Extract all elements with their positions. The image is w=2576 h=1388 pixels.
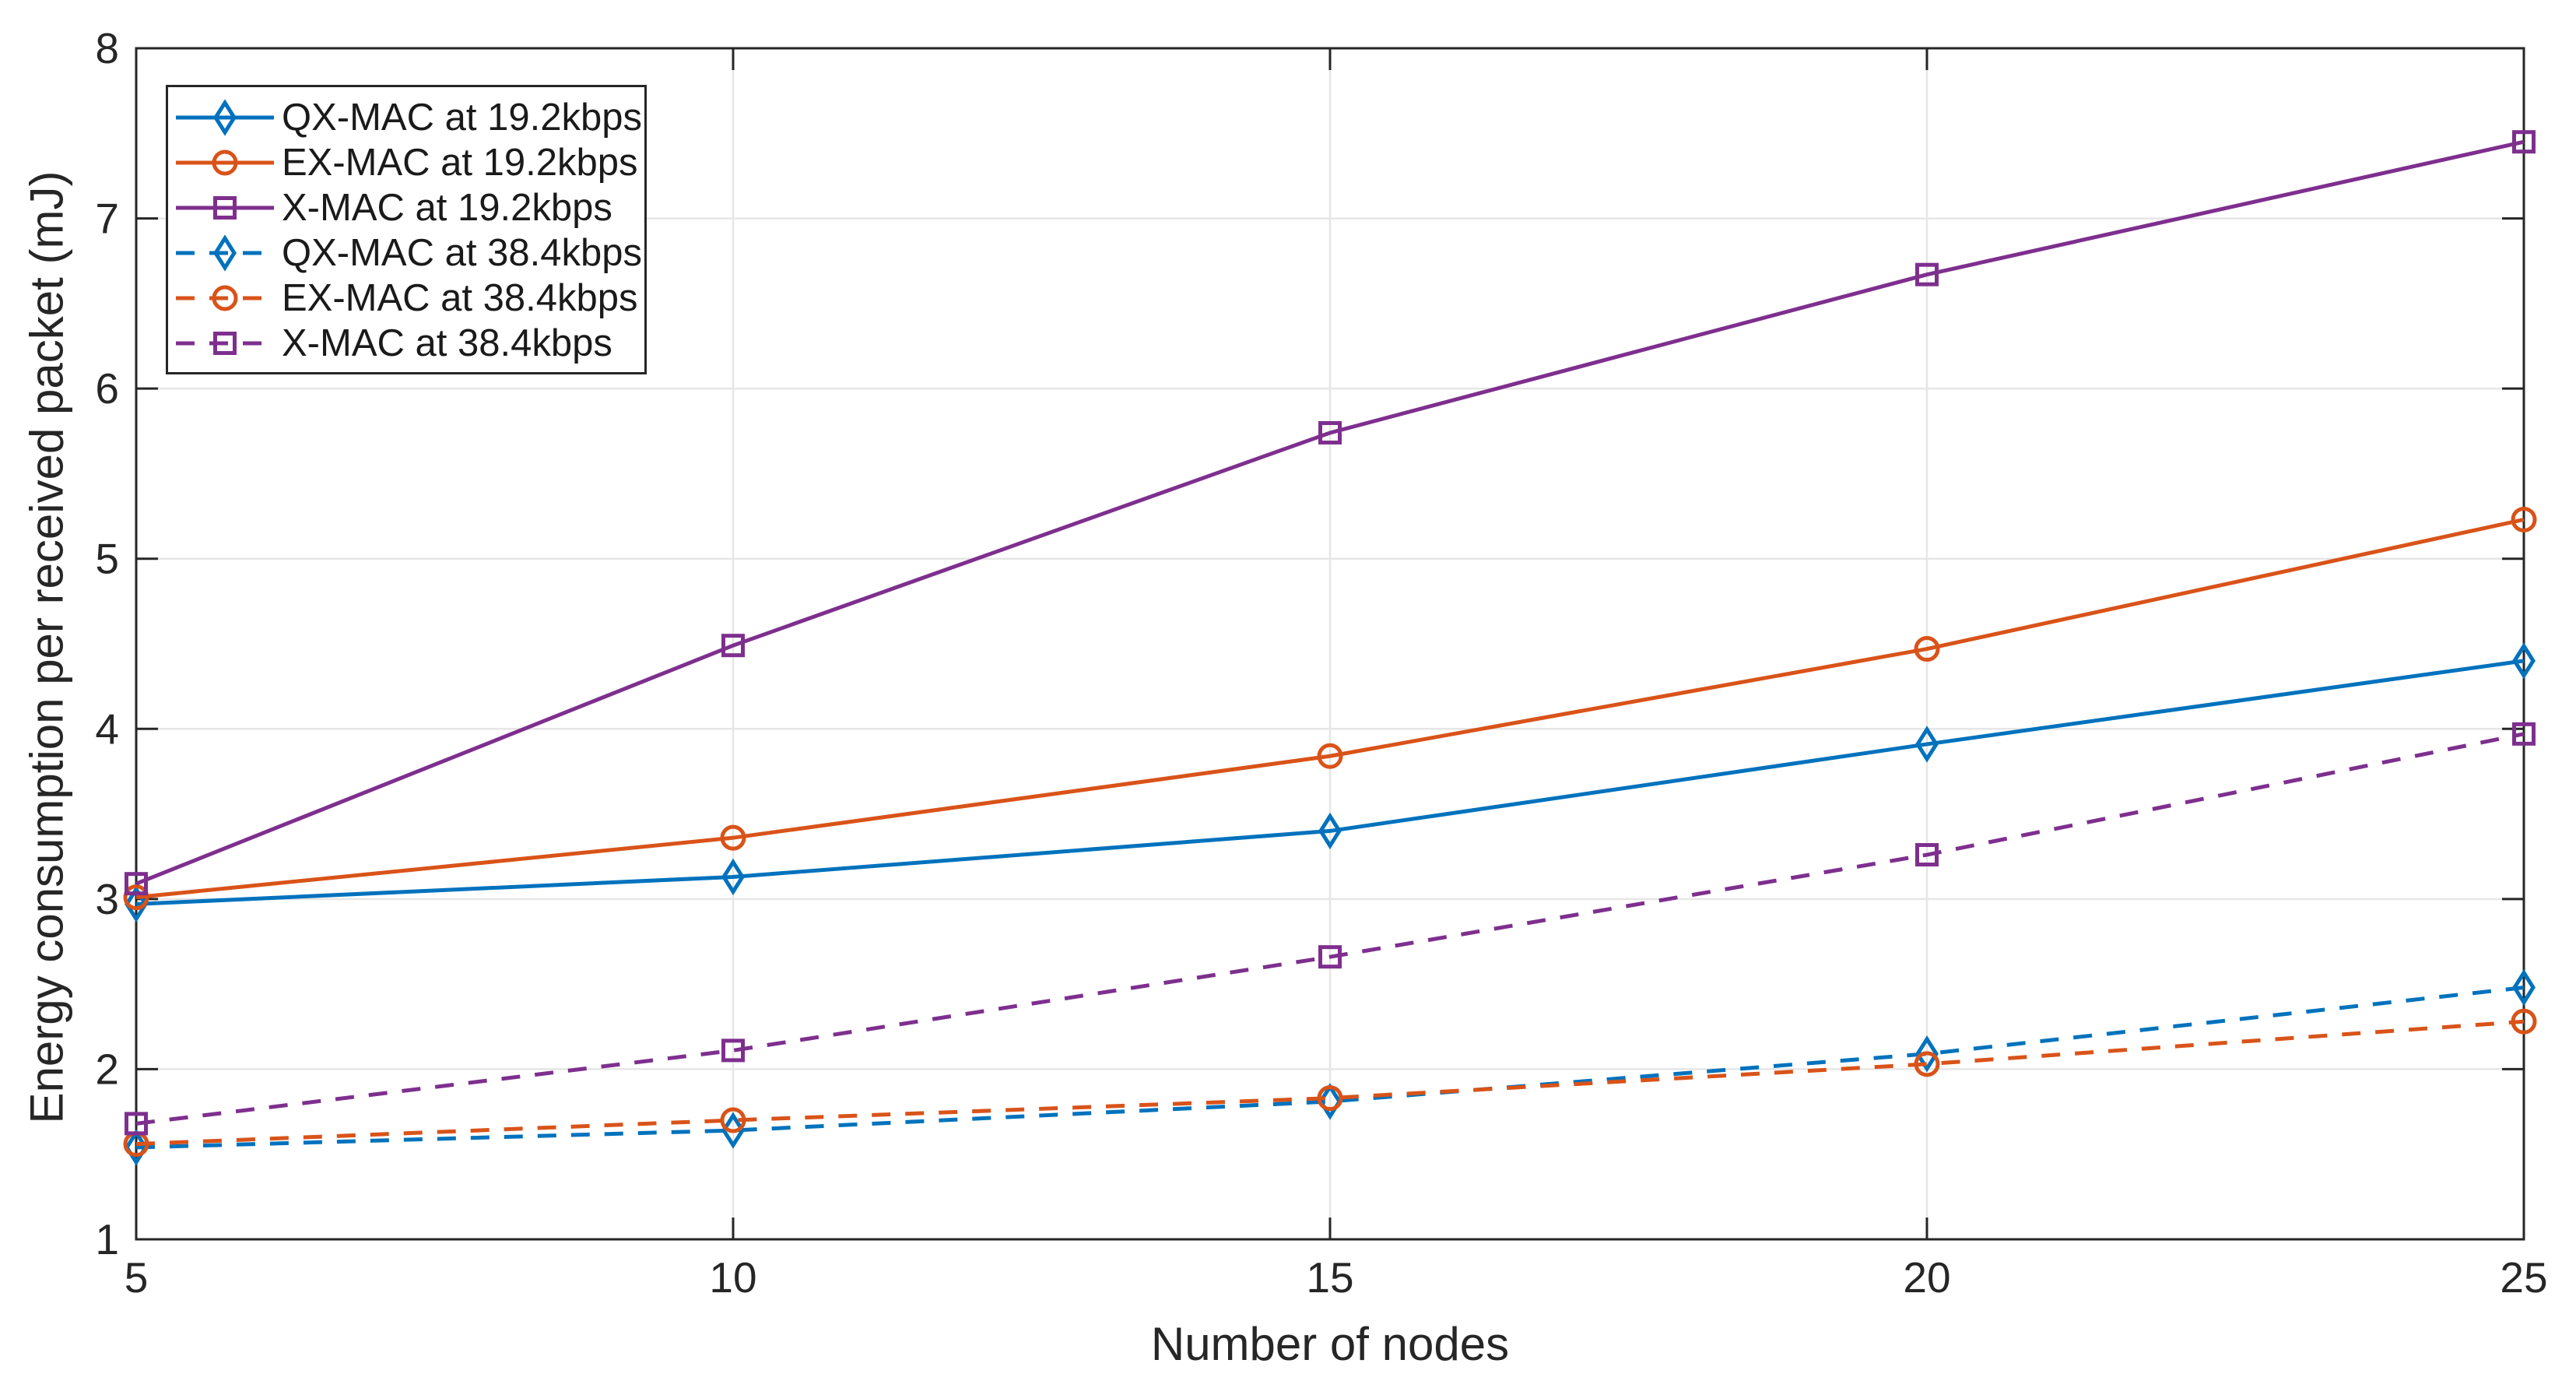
legend-item: EX-MAC at 38.4kbps <box>174 276 644 321</box>
circle-marker-icon <box>720 1107 746 1133</box>
diamond-marker-icon <box>1318 812 1342 850</box>
series-qx-mac-at-19.2kbps <box>125 642 2536 923</box>
y-tick-label: 4 <box>95 705 119 753</box>
legend-item-label: EX-MAC at 38.4kbps <box>282 277 638 319</box>
square-marker-icon <box>2512 722 2536 746</box>
circle-marker-icon <box>1914 1051 1940 1077</box>
square-marker-icon <box>721 634 745 658</box>
y-tick-label: 8 <box>95 24 119 72</box>
x-tick-label: 25 <box>2500 1253 2547 1302</box>
diamond-marker-icon <box>125 885 148 923</box>
legend-swatch <box>176 149 274 176</box>
square-marker-icon <box>1318 945 1342 969</box>
legend-item-label: X-MAC at 38.4kbps <box>282 322 612 364</box>
series-ex-mac-at-19.2kbps <box>123 506 2537 911</box>
diamond-marker-icon <box>721 1112 745 1149</box>
x-tick-label: 10 <box>709 1253 756 1302</box>
square-marker-icon <box>1915 843 1939 867</box>
diamond-marker-icon <box>213 234 237 272</box>
y-tick-label: 2 <box>95 1045 119 1093</box>
circle-marker-icon <box>123 884 149 911</box>
diamond-marker-icon <box>2512 968 2536 1007</box>
x-tick-label: 5 <box>125 1253 149 1302</box>
diamond-marker-icon <box>1915 1035 1939 1073</box>
legend-item: QX-MAC at 38.4kbps <box>174 230 644 276</box>
series-line <box>135 139 2525 886</box>
square-marker-icon <box>125 1112 148 1136</box>
y-tick-label: 7 <box>95 195 119 243</box>
diamond-marker-icon <box>721 858 745 896</box>
square-marker-icon <box>721 1038 745 1063</box>
square-marker-icon <box>1915 262 1939 286</box>
y-tick-label: 1 <box>95 1215 119 1263</box>
diamond-marker-icon <box>213 99 237 136</box>
legend-swatch <box>176 99 274 136</box>
circle-marker-icon <box>2511 1008 2537 1035</box>
legend-item: QX-MAC at 19.2kbps <box>174 95 644 140</box>
circle-marker-icon <box>1317 743 1343 769</box>
legend-swatch <box>176 196 274 220</box>
x-axis-label: Number of nodes <box>1150 1318 1510 1370</box>
circle-marker-icon <box>212 285 238 311</box>
circle-marker-icon <box>212 149 238 176</box>
legend-item: X-MAC at 38.4kbps <box>174 321 644 366</box>
legend-item-label: EX-MAC at 19.2kbps <box>282 142 638 184</box>
series-x-mac-at-19.2kbps <box>125 130 2536 896</box>
circle-marker-icon <box>1317 1085 1343 1112</box>
diamond-marker-icon <box>2512 642 2536 680</box>
x-tick-label: 15 <box>1306 1253 1353 1302</box>
square-marker-icon <box>213 332 237 355</box>
x-tick-label: 20 <box>1903 1253 1950 1302</box>
y-tick-label: 5 <box>95 535 119 583</box>
circle-marker-icon <box>1914 636 1940 662</box>
series-line <box>135 517 2525 900</box>
square-marker-icon <box>1318 420 1342 445</box>
series-line <box>135 1019 2525 1147</box>
circle-marker-icon <box>2511 506 2537 532</box>
legend-swatch <box>176 285 274 311</box>
y-axis-label: Energy consumption per received packet (… <box>20 170 73 1124</box>
legend: QX-MAC at 19.2kbps EX-MAC at 19.2kbps X-MA… <box>166 85 647 374</box>
legend-swatch <box>176 234 274 272</box>
square-marker-icon <box>213 196 237 220</box>
legend-swatch <box>176 332 274 355</box>
square-marker-icon <box>2512 130 2536 154</box>
series-x-mac-at-38.4kbps <box>125 722 2536 1136</box>
y-tick-label: 6 <box>95 364 119 413</box>
y-tick-label: 3 <box>95 875 119 923</box>
series-line <box>135 659 2525 906</box>
series-ex-mac-at-38.4kbps <box>123 1008 2537 1158</box>
legend-item-label: QX-MAC at 38.4kbps <box>282 232 642 274</box>
tick-labels: 5 10 15 20 25 1 2 3 4 5 6 7 8 <box>95 24 2547 1302</box>
circle-marker-icon <box>720 824 746 851</box>
series-line <box>135 732 2525 1126</box>
legend-item-label: QX-MAC at 19.2kbps <box>282 97 642 139</box>
legend-item-label: X-MAC at 19.2kbps <box>282 187 612 229</box>
square-marker-icon <box>125 872 148 896</box>
legend-item: X-MAC at 19.2kbps <box>174 185 644 230</box>
diamond-marker-icon <box>1915 726 1939 763</box>
legend-item: EX-MAC at 19.2kbps <box>174 140 644 185</box>
